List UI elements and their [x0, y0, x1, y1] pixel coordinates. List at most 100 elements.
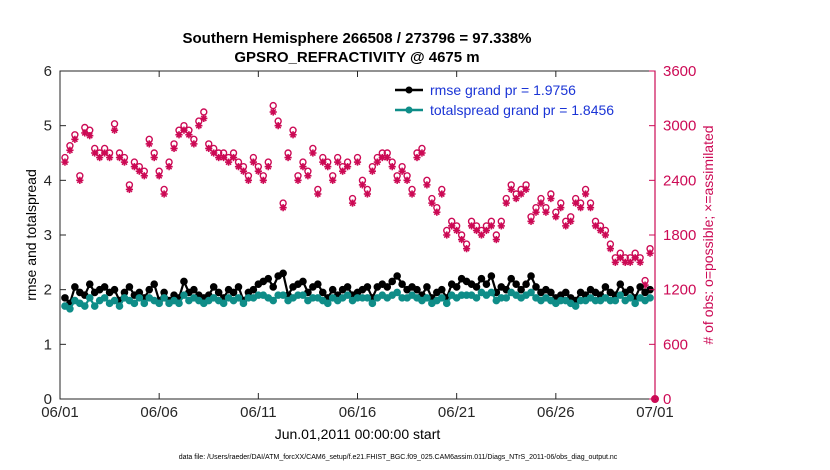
obs-assimilated-stroke	[498, 222, 505, 229]
obs-assimilated-stroke	[151, 154, 158, 161]
obs-assimilated-stroke	[106, 154, 113, 161]
rmse-point	[472, 283, 481, 291]
obs-assimilated-point	[110, 126, 119, 134]
rmse-point	[190, 285, 198, 294]
obs-assimilated-stroke	[215, 154, 222, 161]
y-axis-label-right: # of obs: o=possible; ×=assimilated	[700, 125, 716, 344]
spread-point	[363, 294, 372, 302]
rmse-point	[413, 285, 421, 294]
rmse-point	[561, 288, 570, 297]
obs-assimilated-stroke	[503, 200, 510, 207]
obs-assimilated-point	[567, 217, 575, 225]
obs-assimilated-stroke	[418, 149, 426, 157]
obs-assimilated-point	[601, 231, 610, 239]
spread-point	[90, 302, 99, 310]
obs-assimilated-point	[492, 235, 500, 244]
obs-assimilated-stroke	[433, 209, 440, 216]
rmse-point	[125, 283, 134, 291]
obs-assimilated-stroke	[513, 195, 520, 202]
obs-assimilated-point	[120, 158, 129, 166]
obs-assimilated-point	[517, 190, 525, 198]
spread-point	[571, 302, 580, 310]
obs-assimilated-point	[229, 153, 238, 162]
rmse-point	[264, 274, 273, 283]
obs-assimilated-stroke	[612, 259, 619, 266]
obs-assimilated-stroke	[250, 159, 257, 166]
obs-assimilated-stroke	[557, 204, 564, 211]
legend-spread-marker	[405, 106, 413, 114]
obs-assimilated-point	[482, 226, 491, 235]
obs-assimilated-point	[522, 185, 530, 194]
obs-assimilated-point	[408, 190, 416, 198]
obs-assimilated-stroke	[96, 154, 103, 161]
rmse-point	[626, 285, 635, 294]
spread-point	[616, 291, 625, 299]
obs-possible-point	[200, 108, 208, 116]
spread-point	[219, 299, 228, 308]
obs-assimilated-stroke	[195, 122, 202, 129]
x-tick-label: 07/01	[636, 404, 674, 421]
obs-assimilated-point	[334, 158, 342, 166]
obs-assimilated-stroke	[126, 186, 133, 193]
obs-count-series	[61, 101, 659, 403]
obs-assimilated-point	[552, 213, 560, 221]
rmse-point	[477, 274, 486, 283]
obs-assimilated-point	[527, 217, 535, 225]
obs-assimilated-stroke	[170, 145, 178, 152]
rmse-point	[383, 283, 392, 291]
obs-assimilated-point	[254, 167, 262, 175]
obs-assimilated-stroke	[260, 177, 267, 184]
spread-point	[646, 294, 654, 302]
obs-assimilated-point	[299, 163, 307, 171]
y-right-tick-label: 2400	[663, 172, 696, 189]
obs-assimilated-stroke	[329, 177, 336, 184]
x-tick-label: 06/11	[240, 404, 276, 421]
obs-assimilated-point	[190, 140, 198, 148]
obs-assimilated-point	[244, 176, 253, 184]
obs-assimilated-stroke	[438, 190, 445, 198]
obs-assimilated-point	[487, 222, 495, 230]
spread-point	[393, 288, 401, 297]
obs-assimilated-point	[532, 208, 540, 216]
legend-rmse-label: rmse grand pr = 1.9756	[430, 82, 576, 98]
obs-assimilated-point	[383, 153, 391, 162]
rmse-point	[423, 283, 431, 291]
obs-assimilated-point	[259, 176, 267, 184]
obs-assimilated-point	[249, 158, 257, 166]
obs-assimilated-stroke	[488, 222, 495, 229]
obs-assimilated-stroke	[577, 204, 584, 211]
obs-assimilated-point	[140, 172, 148, 180]
y-left-tick-label: 2	[44, 282, 52, 299]
obs-assimilated-stroke	[483, 227, 490, 234]
rmse-point	[145, 285, 154, 294]
spread-point	[239, 299, 248, 308]
rmse-point	[398, 280, 406, 289]
obs-assimilated-stroke	[428, 200, 435, 207]
obs-assimilated-stroke	[463, 245, 470, 252]
rmse-point	[532, 283, 540, 291]
obs-assimilated-stroke	[359, 181, 366, 188]
chart-title-line1: Southern Hemisphere 266508 / 273796 = 97…	[183, 30, 532, 47]
obs-assimilated-point	[646, 249, 654, 257]
obs-assimilated-point	[462, 245, 471, 253]
y-left-tick-label: 6	[44, 63, 52, 80]
spread-point	[437, 294, 446, 302]
axis-ticks: 06/01 06/06 06/11 06/16 06/21 06/26 07/0101234…	[41, 63, 696, 421]
spread-point	[527, 288, 535, 297]
obs-assimilated-point	[200, 114, 208, 122]
rmse-point	[507, 274, 516, 283]
obs-assimilated-stroke	[190, 140, 197, 147]
obs-assimilated-stroke	[453, 227, 460, 234]
data-file-footer: data file: /Users/raeder/DAI/ATM_forcXX/…	[179, 454, 618, 461]
spread-point	[180, 291, 188, 299]
obs-assimilated-point	[239, 167, 248, 175]
obs-assimilated-point	[61, 158, 69, 166]
obs-assimilated-stroke	[270, 108, 277, 116]
obs-assimilated-stroke	[71, 136, 78, 143]
obs-assimilated-stroke	[334, 159, 341, 166]
obs-assimilated-stroke	[289, 131, 297, 138]
rmse-point	[180, 277, 188, 286]
obs-assimilated-point	[393, 176, 401, 184]
y-left-tick-label: 3	[44, 227, 52, 244]
y-left-tick-label: 1	[44, 336, 52, 353]
